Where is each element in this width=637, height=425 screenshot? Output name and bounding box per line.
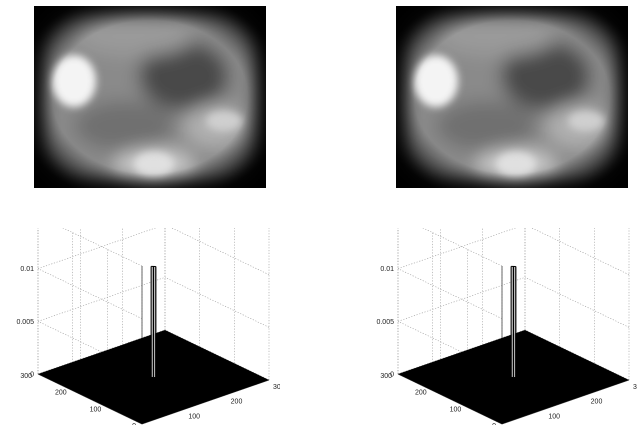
x-tick-label: 300 bbox=[273, 384, 280, 391]
grid-line bbox=[37, 321, 143, 372]
grid-line bbox=[37, 228, 157, 269]
x-tick-label: 100 bbox=[188, 413, 200, 420]
y-tick-label: 100 bbox=[90, 406, 102, 413]
y-tick-label: 0 bbox=[492, 423, 496, 425]
grid-line bbox=[62, 228, 143, 267]
x-tick-label: 100 bbox=[548, 413, 560, 420]
y-tick-label: 200 bbox=[55, 390, 67, 397]
y-tick-label: 100 bbox=[450, 406, 462, 413]
grid-line bbox=[164, 277, 270, 328]
image-panel-right bbox=[396, 6, 628, 188]
grid-line bbox=[397, 228, 517, 269]
grid-line bbox=[37, 268, 143, 319]
y-tick-label: 200 bbox=[415, 390, 427, 397]
z-tick-label: 0.005 bbox=[376, 319, 394, 326]
x-tick-label: 200 bbox=[231, 399, 243, 406]
image-panel-left bbox=[34, 6, 266, 188]
y-tick-label: 300 bbox=[20, 373, 32, 380]
grayscale-image-left bbox=[34, 6, 266, 188]
grid-line bbox=[422, 228, 503, 267]
z-tick-label: 0.01 bbox=[20, 266, 34, 273]
y-tick-label: 0 bbox=[132, 423, 136, 425]
grid-line bbox=[171, 228, 270, 275]
grid-line bbox=[531, 228, 630, 275]
z-tick-label: 0 bbox=[390, 372, 394, 379]
grid-line bbox=[397, 268, 503, 319]
x-tick-label: 200 bbox=[591, 399, 603, 406]
y-tick-label: 300 bbox=[380, 373, 392, 380]
grid-line bbox=[524, 277, 630, 328]
grayscale-image-right bbox=[396, 6, 628, 188]
z-tick-label: 0.01 bbox=[380, 266, 394, 273]
z-tick-label: 0 bbox=[30, 372, 34, 379]
x-tick-label: 300 bbox=[633, 384, 637, 391]
grid-line bbox=[397, 321, 503, 372]
z-tick-label: 0.005 bbox=[16, 319, 34, 326]
